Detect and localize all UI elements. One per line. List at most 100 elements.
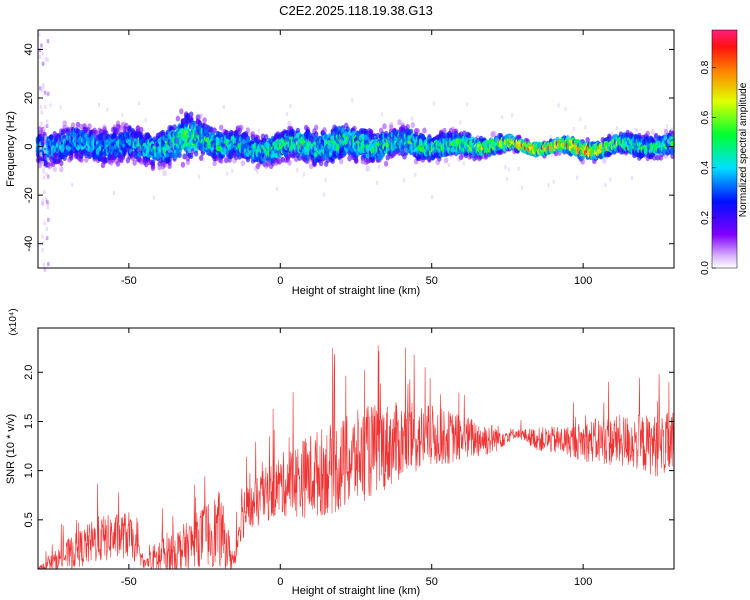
- spectrogram-cell: [94, 130, 99, 137]
- spectrogram-cell: [547, 183, 550, 188]
- spectrogram-cell: [59, 160, 64, 167]
- spectrogram-cell: [383, 160, 389, 167]
- spectrogram-cell: [322, 192, 325, 197]
- spectrogram-cell: [124, 126, 129, 133]
- spectrogram-cell: [339, 158, 344, 165]
- chart-title: C2E2.2025.118.19.38.G13: [279, 3, 433, 18]
- spectrogram-cell: [137, 101, 140, 106]
- spectrogram-cell: [576, 175, 578, 180]
- spectrogram-cell: [84, 156, 89, 163]
- spectrogram-cell: [127, 125, 132, 131]
- spectrogram-cell: [245, 156, 251, 163]
- spectrogram-cell: [245, 127, 251, 134]
- spectrogram-cell: [604, 183, 607, 188]
- spectrogram-cell: [180, 161, 186, 168]
- spectrogram-cell: [584, 125, 587, 130]
- spectrogram-cell: [231, 169, 234, 174]
- spectrogram-cell: [212, 127, 217, 134]
- spectrogram-cell: [212, 160, 217, 167]
- spectrogram-cell: [382, 123, 387, 130]
- spectrogram-cell: [431, 194, 434, 199]
- spectrogram-cell: [557, 103, 560, 108]
- spectrogram-cell: [132, 159, 137, 166]
- spectrogram-cell: [447, 163, 450, 167]
- spectrogram-cell: [137, 151, 142, 158]
- spectrogram-cell: [466, 102, 469, 107]
- spectrogram-cell: [71, 182, 74, 187]
- spectrogram-cell: [194, 150, 199, 157]
- spectrogram-cell: [179, 108, 184, 115]
- spectrogram-cell: [289, 104, 292, 109]
- spectrogram-cell: [219, 124, 224, 131]
- spectrogram-cell: [152, 195, 155, 200]
- spectrogram-cell: [75, 121, 81, 128]
- spectrogram-cell: [70, 122, 76, 129]
- spectrogram-cell: [609, 177, 612, 182]
- spectrogram-cell: [144, 161, 149, 168]
- spectrogram-cell: [507, 167, 510, 172]
- spectrogram-cell: [276, 186, 279, 191]
- spectrogram-cell: [79, 123, 84, 130]
- spectrogram-cell: [280, 156, 286, 163]
- spectrogram-cell: [459, 120, 462, 125]
- spectrogram-cell: [197, 113, 202, 120]
- spectrogram-cell: [504, 165, 507, 170]
- spectrogram-cell: [580, 158, 585, 165]
- spectrogram-cell: [415, 128, 420, 134]
- spectrogram-cell: [257, 128, 260, 133]
- spectrogram-cell: [616, 126, 618, 130]
- spectrogram-cell: [209, 126, 214, 133]
- spectrogram-cell: [202, 158, 205, 162]
- spectrogram-cell: [467, 132, 472, 139]
- spectrogram-cell: [189, 111, 194, 118]
- spectrogram-cell: [189, 153, 194, 159]
- spectrogram-cell: [381, 112, 384, 117]
- spectrogram-cell: [443, 157, 449, 164]
- spectrogram-cell: [150, 159, 156, 166]
- spectrogram-cell: [121, 113, 124, 118]
- spectrogram-cell: [115, 160, 121, 167]
- spectrogram-cell: [202, 117, 207, 124]
- spectrogram-cell: [322, 127, 327, 134]
- spectrogram-cell: [201, 112, 204, 117]
- spectrogram-cell: [324, 178, 327, 182]
- spectrogram-cell: [219, 157, 224, 164]
- spectrogram-cell: [414, 172, 417, 177]
- spectrogram-cell: [192, 120, 197, 127]
- spectrogram-cell: [190, 148, 196, 155]
- spectrogram-cell: [402, 178, 405, 183]
- spectrogram-cell: [139, 158, 144, 165]
- spectrogram-cell: [372, 128, 375, 133]
- spectrogram-cell: [87, 123, 92, 130]
- spectrogram-cell: [521, 185, 524, 190]
- spectrogram-cell: [182, 153, 187, 160]
- spectrogram-cell: [98, 102, 100, 107]
- spectrogram-cell: [144, 118, 147, 123]
- spectrogram-cell: [104, 157, 109, 164]
- spectrogram-cell: [224, 157, 229, 164]
- spectrogram-cell: [462, 161, 465, 166]
- spectrogram-cell: [250, 131, 256, 138]
- spectrogram-cell: [352, 125, 357, 132]
- spectrogram-cell: [135, 125, 141, 132]
- spectrogram-cell: [199, 155, 204, 161]
- spectrogram-cell: [113, 191, 115, 196]
- spectrogram-cell: [106, 107, 109, 112]
- spectrogram-cell: [287, 159, 292, 166]
- spectrogram-cell: [59, 166, 64, 173]
- spectrogram-cell: [167, 163, 172, 169]
- spectrogram-cell: [286, 112, 289, 117]
- spectrogram-cell: [189, 116, 194, 123]
- spectrogram-cell: [377, 164, 380, 169]
- spectrogram-cell: [222, 105, 225, 109]
- spectrogram-cell: [611, 131, 613, 136]
- spectrogram-cell: [59, 105, 62, 110]
- spectrogram-cell: [239, 124, 244, 131]
- spectrogram-cell: [112, 132, 117, 139]
- spectrogram-cell: [354, 157, 359, 164]
- spectrogram-cell: [172, 124, 177, 131]
- spectrogram-cell: [365, 165, 370, 172]
- spectrogram-cell: [265, 160, 271, 167]
